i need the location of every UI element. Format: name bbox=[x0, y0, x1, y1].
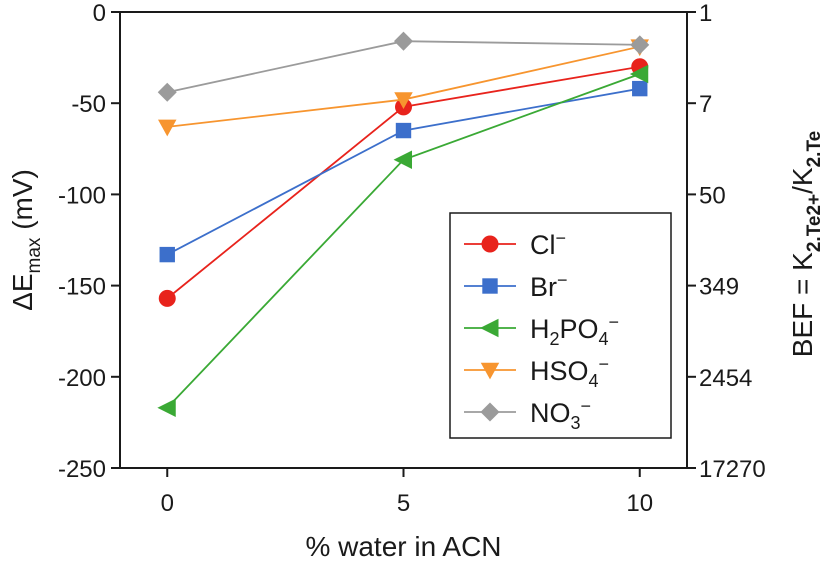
data-point bbox=[158, 119, 177, 137]
legend-item: Cl− bbox=[464, 228, 566, 260]
data-point bbox=[482, 278, 498, 294]
legend-item: Br− bbox=[464, 270, 568, 302]
legend-label: Cl− bbox=[530, 228, 566, 260]
y-tick-label: -150 bbox=[58, 274, 106, 301]
legend-item: H2PO4− bbox=[464, 312, 619, 349]
data-point bbox=[480, 362, 500, 380]
series-group bbox=[158, 39, 649, 137]
x-tick-label: 10 bbox=[626, 490, 653, 517]
y2-tick-label: 7 bbox=[699, 91, 712, 118]
data-point bbox=[393, 150, 412, 169]
data-point bbox=[632, 80, 648, 97]
data-point bbox=[157, 82, 177, 102]
data-point bbox=[395, 122, 412, 139]
y-tick-label: -50 bbox=[71, 91, 106, 118]
data-point bbox=[394, 92, 413, 109]
y-tick-label: -100 bbox=[58, 182, 106, 209]
legend-label: NO3− bbox=[530, 396, 591, 433]
data-point bbox=[480, 402, 500, 422]
series-group bbox=[157, 64, 649, 418]
legend-item: HSO4− bbox=[464, 354, 609, 391]
y-tick-label: 0 bbox=[93, 0, 106, 27]
y2-tick-label: 17270 bbox=[699, 456, 766, 483]
legend-item: NO3− bbox=[464, 396, 591, 433]
y2-tick-label: 50 bbox=[699, 182, 726, 209]
y2-tick-label: 2454 bbox=[699, 365, 752, 392]
data-point bbox=[481, 235, 499, 253]
y-tick-label: -250 bbox=[58, 456, 106, 483]
y2-tick-label: 349 bbox=[699, 274, 739, 301]
data-point bbox=[159, 246, 175, 263]
data-point bbox=[629, 64, 649, 84]
y2-tick-label: 1 bbox=[699, 0, 712, 27]
legend-label: H2PO4− bbox=[530, 312, 619, 349]
legend-label: HSO4− bbox=[530, 354, 609, 391]
y2-axis-title: BEF = K2.Te2+/K2.Te bbox=[787, 131, 825, 357]
data-point bbox=[158, 289, 176, 307]
x-axis-title: % water in ACN bbox=[305, 531, 501, 562]
data-point bbox=[393, 31, 414, 51]
data-point bbox=[630, 35, 650, 55]
series-group bbox=[157, 31, 650, 102]
legend-label: Br− bbox=[530, 270, 568, 302]
x-tick-label: 5 bbox=[397, 490, 410, 517]
y-axis-title: ΔEmax (mV) bbox=[7, 169, 45, 311]
data-point bbox=[480, 318, 499, 338]
x-tick-label: 0 bbox=[161, 490, 174, 517]
y-tick-label: -200 bbox=[58, 365, 106, 392]
data-point bbox=[157, 398, 176, 418]
